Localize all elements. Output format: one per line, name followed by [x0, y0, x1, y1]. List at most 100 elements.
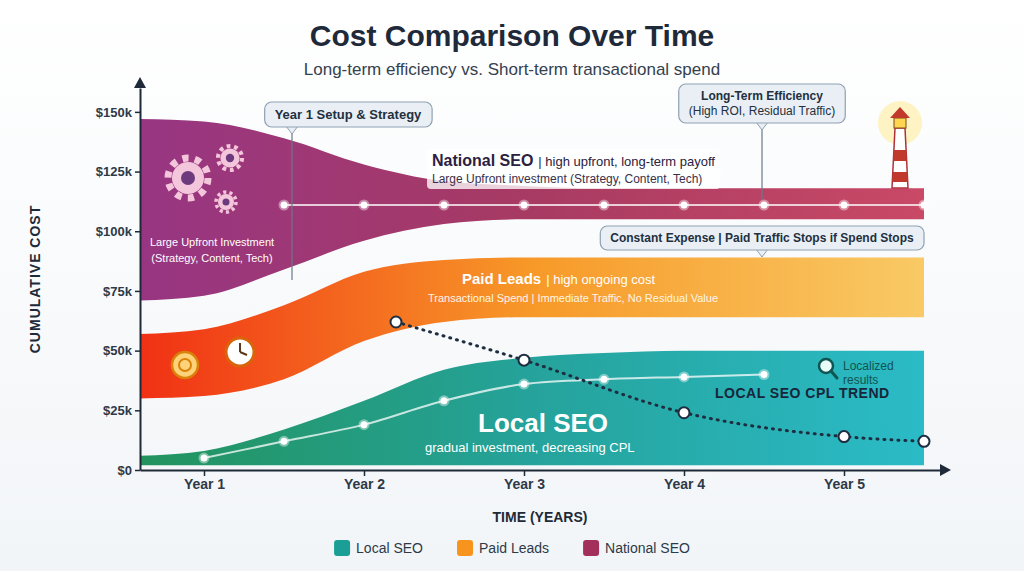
- callout-pointer: [291, 127, 292, 280]
- chart-title: Cost Comparison Over Time: [310, 19, 715, 52]
- center-dot: [441, 397, 448, 404]
- icon-part: [172, 352, 198, 378]
- trend-marker: [919, 436, 930, 447]
- band-note: gradual investment, decreasing CPL: [425, 440, 635, 455]
- band-area: [140, 351, 924, 466]
- icon-part: [890, 107, 910, 118]
- y-tick-mark: [135, 350, 140, 352]
- x-tick-label: Year 4: [664, 476, 705, 492]
- band-note: (Strategy, Content, Tech): [151, 252, 272, 264]
- band-label: Local SEO: [478, 408, 608, 438]
- trend-marker: [839, 431, 850, 442]
- callout: Constant Expense | Paid Traffic Stops if…: [600, 226, 924, 257]
- x-tick: Year 5: [824, 470, 865, 492]
- legend-label: Paid Leads: [479, 540, 549, 556]
- x-tick-label: Year 1: [184, 476, 225, 492]
- x-tick-label: Year 2: [344, 476, 385, 492]
- x-tick: Year 2: [344, 470, 385, 492]
- callout-box: [600, 226, 924, 250]
- band-label-group: National SEO| high upfront, long-term pa…: [427, 149, 720, 189]
- center-dot: [281, 201, 288, 208]
- callout: Year 1 Setup & Strategy: [265, 102, 432, 280]
- y-tick-mark: [135, 410, 140, 412]
- icon-part: [220, 148, 239, 167]
- legend-swatch: [334, 540, 350, 556]
- center-dot: [841, 201, 848, 208]
- icon-part: [892, 172, 907, 182]
- center-dot: [681, 201, 688, 208]
- center-dot: [201, 455, 208, 462]
- band-label: Paid Leads: [462, 270, 541, 287]
- icon-gear: [218, 146, 242, 170]
- icon-part: [181, 171, 195, 185]
- icon-magnifier: [819, 359, 837, 378]
- x-tick: Year 1: [184, 470, 225, 492]
- x-tick: Year 4: [664, 470, 705, 492]
- y-tick-label: $25k: [103, 403, 133, 418]
- y-tick-label: $150k: [96, 105, 133, 120]
- band-note: | high ongoing cost: [546, 272, 655, 287]
- x-axis-title: TIME (YEARS): [493, 509, 588, 525]
- center-dot: [521, 201, 528, 208]
- icon-coin: [172, 352, 198, 378]
- legend-item: Local SEO: [334, 540, 423, 556]
- center-dot: [761, 371, 768, 378]
- callout-text: Year 1 Setup & Strategy: [275, 107, 422, 122]
- callout-box: [265, 102, 432, 127]
- axis-arrow: [134, 77, 146, 88]
- legend: Local SEO Paid Leads National SEO: [334, 540, 690, 556]
- icon-part: [892, 128, 908, 188]
- trend-marker: [391, 316, 402, 327]
- center-line: [204, 375, 764, 459]
- center-dot: [681, 373, 688, 380]
- center-dot: [601, 201, 608, 208]
- center-dot: [921, 201, 928, 208]
- center-dot: [601, 376, 608, 383]
- band-label: National SEO: [432, 152, 533, 169]
- icon-part: [831, 371, 837, 378]
- x-axis: Year 1 Year 2 Year 3 Year 4 Year 5: [141, 470, 941, 492]
- icon-part: [168, 158, 208, 198]
- band-note: Large Upfront Investment: [150, 236, 274, 248]
- icon-part: [216, 192, 236, 212]
- y-tick: $0: [118, 463, 140, 478]
- x-tick-label: Year 5: [824, 476, 865, 492]
- callout-text: Constant Expense | Paid Traffic Stops if…: [610, 231, 914, 245]
- y-tick-label: $100k: [96, 224, 133, 239]
- icon-part: [172, 162, 204, 194]
- legend-item: National SEO: [583, 540, 690, 556]
- background: [0, 0, 1024, 571]
- legend-swatch: [457, 540, 473, 556]
- callout-text: Long-Term Efficiency: [701, 89, 823, 103]
- y-tick-label: $125k: [96, 164, 133, 179]
- icon-part: [179, 359, 191, 371]
- chart-root: Cost Comparison Over TimeLong-term effic…: [0, 0, 1024, 571]
- center-dot: [441, 201, 448, 208]
- y-tick-label: $0: [118, 463, 132, 478]
- y-tick: $50k: [103, 343, 140, 358]
- y-axis: $0 $25k $50k $75k $100k $125k $150k: [96, 89, 141, 478]
- y-tick: $75k: [103, 284, 140, 299]
- icon-part: [226, 154, 234, 162]
- y-tick-label: $75k: [103, 284, 133, 299]
- trend-line: [396, 322, 924, 441]
- icon-lighthouse: [878, 101, 922, 188]
- callout-text: (High ROI, Residual Traffic): [689, 104, 836, 118]
- band-labels: Large Upfront Investment (Strategy, Conte…: [150, 149, 894, 455]
- x-tick-label: Year 3: [504, 476, 545, 492]
- y-tick: $125k: [96, 164, 140, 179]
- y-tick: $150k: [96, 105, 140, 120]
- axis-arrow: [940, 464, 951, 476]
- icon-gear: [168, 158, 208, 198]
- icon-clock: [226, 338, 254, 366]
- y-tick-mark: [135, 231, 140, 233]
- center-dot: [761, 201, 768, 208]
- y-tick-label: $50k: [103, 343, 133, 358]
- icon-part: [239, 343, 241, 352]
- plot-area: [140, 119, 930, 465]
- y-tick-mark: [135, 171, 140, 173]
- icon-part: [894, 118, 906, 128]
- legend-label: Local SEO: [356, 540, 423, 556]
- icon-part: [893, 150, 906, 161]
- y-tick-mark: [135, 291, 140, 293]
